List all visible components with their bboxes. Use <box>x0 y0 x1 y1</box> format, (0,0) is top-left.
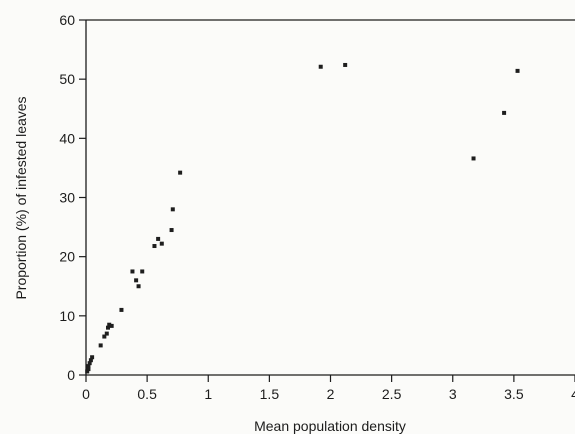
data-point <box>159 241 164 246</box>
data-point <box>90 355 95 360</box>
data-point <box>107 322 112 327</box>
data-point <box>170 207 175 212</box>
data-point <box>156 236 161 241</box>
data-points <box>85 62 520 374</box>
data-point <box>178 170 183 175</box>
data-point <box>152 244 157 249</box>
y-tick-label: 10 <box>59 308 75 324</box>
x-axis-label: Mean population density <box>254 418 406 434</box>
y-tick-label: 40 <box>59 130 75 146</box>
y-tick-label: 20 <box>59 249 75 265</box>
data-point <box>130 269 135 274</box>
x-tick-label: 0.5 <box>137 386 157 402</box>
data-point <box>104 331 109 336</box>
ticks: 00.511.522.533.540102030405060 <box>59 12 575 402</box>
data-point <box>136 284 141 289</box>
data-point <box>86 367 91 372</box>
x-tick-label: 2.5 <box>382 386 402 402</box>
y-tick-label: 30 <box>59 190 75 206</box>
x-tick-label: 4 <box>571 386 575 402</box>
data-point <box>318 64 323 69</box>
x-tick-label: 3 <box>449 386 457 402</box>
y-tick-label: 0 <box>67 367 75 383</box>
x-tick-label: 1.5 <box>260 386 280 402</box>
data-point <box>98 343 103 348</box>
data-point <box>106 325 111 330</box>
data-point <box>86 364 91 369</box>
data-point <box>471 156 476 161</box>
x-tick-label: 1 <box>204 386 212 402</box>
data-point <box>85 369 90 374</box>
data-point <box>502 110 507 115</box>
y-axis-label: Proportion (%) of infested leaves <box>13 96 29 299</box>
x-tick-label: 3.5 <box>504 386 524 402</box>
x-tick-label: 0 <box>82 386 90 402</box>
axes <box>85 19 575 376</box>
data-point <box>88 358 93 363</box>
data-point <box>87 361 92 366</box>
data-point <box>102 334 107 339</box>
data-point <box>515 68 520 73</box>
y-tick-label: 50 <box>59 71 75 87</box>
data-point <box>119 307 124 312</box>
y-tick-label: 60 <box>59 12 75 28</box>
data-point <box>134 278 139 283</box>
data-point <box>140 269 145 274</box>
data-point <box>343 62 348 67</box>
x-tick-label: 2 <box>327 386 335 402</box>
data-point <box>169 228 174 233</box>
data-point <box>109 323 114 328</box>
